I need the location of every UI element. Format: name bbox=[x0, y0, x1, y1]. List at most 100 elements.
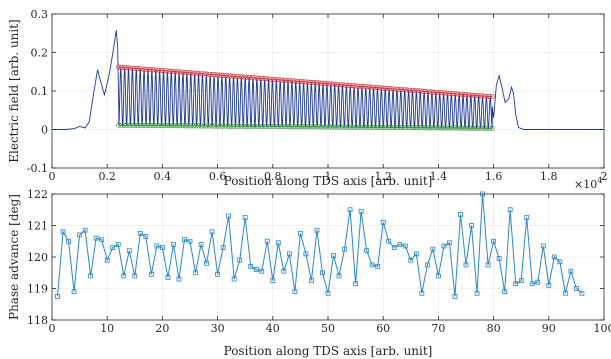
lower-envelope-marker bbox=[230, 123, 236, 129]
lower-envelope-marker bbox=[206, 123, 212, 129]
bottom-x-axis-label: Position along TDS axis [arb. unit] bbox=[224, 344, 433, 358]
phase-advance-point bbox=[458, 212, 463, 217]
top-x-tick-label: 1.2 bbox=[374, 170, 392, 183]
phase-advance-point bbox=[303, 251, 309, 257]
phase-advance-point bbox=[391, 245, 397, 250]
lower-envelope-marker bbox=[126, 122, 132, 128]
lower-envelope-marker bbox=[177, 123, 183, 129]
lower-envelope-marker bbox=[182, 123, 188, 129]
electric-field-signal bbox=[52, 30, 604, 130]
upper-envelope-marker bbox=[129, 65, 135, 71]
phase-advance-point bbox=[281, 268, 287, 274]
phase-advance-point bbox=[435, 273, 441, 279]
lower-envelope-marker bbox=[308, 124, 314, 130]
phase-advance-point bbox=[115, 241, 121, 247]
phase-advance-point bbox=[55, 293, 60, 299]
lower-envelope-marker bbox=[145, 123, 151, 129]
bottom-y-axis-label: Phase advance [deg] bbox=[7, 194, 21, 320]
lower-envelope-marker bbox=[463, 125, 469, 131]
lower-envelope-marker bbox=[329, 124, 335, 130]
lower-envelope-marker bbox=[473, 125, 479, 131]
phase-advance-point bbox=[529, 281, 535, 287]
phase-advance-point bbox=[574, 286, 579, 291]
bottom-x-tick-label: 30 bbox=[211, 322, 225, 335]
upper-envelope-marker bbox=[439, 90, 445, 96]
upper-envelope-marker bbox=[431, 89, 437, 95]
phase-advance-point bbox=[226, 213, 232, 219]
upper-envelope-marker bbox=[118, 64, 124, 70]
phase-advance-point bbox=[215, 271, 221, 277]
upper-envelope-marker bbox=[185, 70, 191, 76]
phase-advance-point bbox=[159, 245, 165, 250]
phase-advance-point bbox=[546, 282, 552, 288]
x-exponent-power: 4 bbox=[597, 176, 602, 185]
upper-envelope-marker bbox=[303, 79, 309, 85]
upper-envelope-marker bbox=[460, 91, 466, 97]
upper-envelope-marker bbox=[201, 71, 207, 77]
lower-envelope-marker bbox=[188, 123, 194, 129]
upper-envelope-marker bbox=[473, 93, 479, 99]
lower-envelope-marker bbox=[423, 125, 429, 131]
upper-envelope-marker bbox=[265, 76, 271, 82]
upper-envelope-marker bbox=[327, 81, 333, 87]
phase-advance-panel: 0 10 20 30 40 50 60 70 80 90 100 118 119 120 121 122 P… bbox=[7, 188, 611, 358]
top-x-tick-label: 1.4 bbox=[430, 170, 448, 183]
lower-envelope-marker bbox=[209, 123, 215, 129]
lower-envelope-marker bbox=[311, 124, 317, 130]
top-x-tick-label: 2 bbox=[601, 170, 608, 183]
upper-envelope-marker bbox=[353, 83, 359, 89]
upper-envelope-marker bbox=[262, 76, 268, 82]
upper-envelope-marker bbox=[188, 70, 194, 76]
upper-envelope-marker bbox=[286, 78, 292, 84]
phase-advance-point bbox=[336, 273, 342, 279]
lower-envelope-marker bbox=[364, 124, 370, 130]
upper-envelope-marker bbox=[220, 72, 226, 78]
lower-envelope-marker bbox=[487, 125, 493, 131]
lower-envelope-marker bbox=[257, 123, 263, 129]
phase-advance-point bbox=[562, 290, 568, 296]
upper-envelope-marker bbox=[222, 73, 228, 79]
lower-envelope-marker bbox=[150, 123, 156, 129]
y-axis-ticks: 118 119 120 121 122 bbox=[27, 188, 604, 327]
upper-envelope-marker bbox=[228, 73, 234, 79]
phase-advance-line bbox=[57, 193, 583, 297]
phase-advance-point bbox=[231, 276, 237, 282]
lower-envelope-marker bbox=[294, 124, 300, 130]
lower-envelope-marker bbox=[367, 124, 373, 130]
lower-envelope-marker bbox=[436, 125, 442, 131]
plot-lines bbox=[52, 30, 604, 131]
upper-envelope-marker bbox=[236, 74, 242, 80]
phase-advance-point bbox=[441, 243, 447, 249]
lower-envelope-marker bbox=[174, 123, 180, 129]
lower-envelope-marker bbox=[137, 122, 143, 128]
upper-envelope-marker bbox=[217, 72, 223, 78]
upper-envelope-marker bbox=[356, 83, 362, 89]
lower-envelope-marker bbox=[321, 124, 327, 130]
upper-envelope-marker bbox=[145, 66, 151, 72]
top-y-tick-label: 0 bbox=[41, 124, 48, 137]
phase-advance-point bbox=[342, 246, 347, 252]
phase-advance-point bbox=[364, 248, 370, 254]
lower-envelope-marker bbox=[369, 124, 375, 130]
upper-envelope-marker bbox=[329, 81, 335, 87]
lower-envelope-marker bbox=[281, 124, 287, 130]
lower-envelope-marker bbox=[385, 124, 391, 130]
lower-envelope-marker bbox=[391, 125, 397, 131]
lower-envelope-marker bbox=[417, 125, 423, 131]
lower-envelope-marker bbox=[316, 124, 322, 130]
phase-advance-point bbox=[413, 251, 419, 257]
phase-advance-point bbox=[507, 207, 513, 213]
upper-envelope-marker bbox=[206, 71, 212, 77]
phase-advance-point bbox=[292, 289, 298, 295]
lower-envelope-marker bbox=[303, 124, 309, 130]
lower-envelope-marker bbox=[415, 125, 421, 131]
phase-advance-point bbox=[275, 240, 281, 246]
phase-advance-point bbox=[198, 241, 204, 247]
upper-envelope-marker bbox=[401, 87, 407, 93]
phase-advance-point bbox=[463, 262, 469, 268]
lower-envelope-marker bbox=[481, 125, 487, 131]
upper-envelope-marker bbox=[196, 70, 202, 76]
upper-envelope-marker bbox=[190, 70, 196, 76]
lower-envelope-marker bbox=[132, 122, 138, 128]
phase-advance-point bbox=[209, 229, 215, 235]
